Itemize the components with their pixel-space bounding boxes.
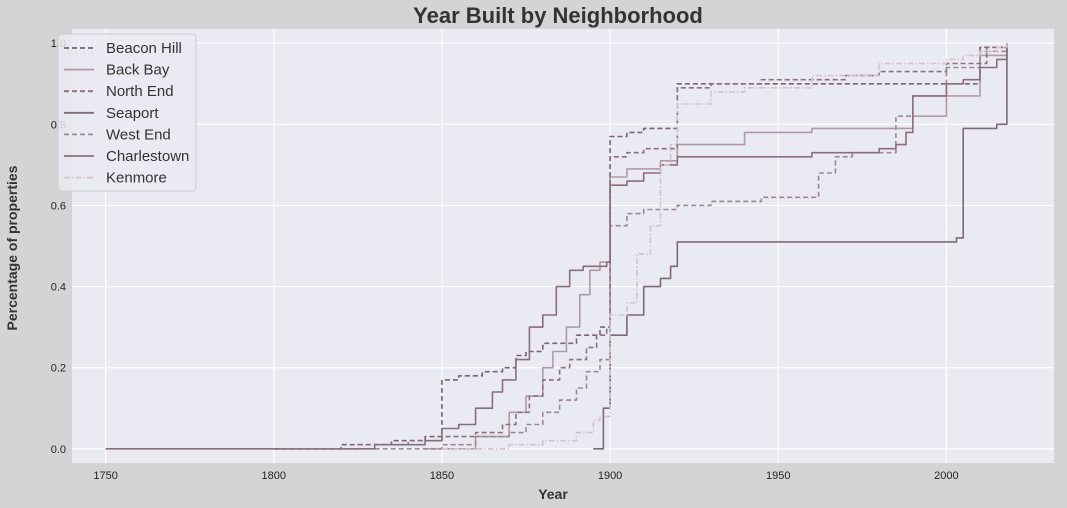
y-tick-label: 0.0 (51, 444, 66, 456)
x-axis-label: Year (538, 486, 568, 502)
y-axis-label: Percentage of properties (4, 165, 20, 330)
series-line-charlestown (105, 43, 1008, 450)
x-tick-label: 1750 (93, 470, 117, 482)
legend-label-kenmore: Kenmore (106, 170, 167, 187)
series-line-west-end (374, 43, 1008, 450)
legend-label-back-bay: Back Bay (106, 62, 170, 79)
x-tick-label: 2000 (934, 470, 958, 482)
series-lines (105, 43, 1008, 450)
series-line-north-end (273, 43, 1008, 450)
chart-title: Year Built by Neighborhood (413, 3, 703, 28)
x-tick-label: 1850 (430, 470, 454, 482)
y-tick-label: 0.4 (51, 282, 66, 294)
legend: Beacon Hill Back Bay North End Seaport West … (57, 33, 197, 192)
y-tick-label: 0.2 (51, 363, 66, 375)
x-axis-ticks: 1750 1800 1850 1900 1950 2000 (93, 470, 958, 482)
x-tick-label: 1900 (598, 470, 622, 482)
legend-label-seaport: Seaport (106, 105, 159, 122)
x-tick-label: 1950 (766, 470, 790, 482)
legend-label-beacon-hill: Beacon Hill (106, 40, 182, 57)
plot-area (72, 29, 1054, 463)
y-tick-label: 0.6 (51, 200, 66, 212)
x-tick-label: 1800 (262, 470, 286, 482)
legend-label-north-end: North End (106, 83, 174, 100)
legend-frame (57, 33, 197, 192)
grid-lines (72, 29, 1054, 463)
legend-label-west-end: West End (106, 126, 171, 143)
series-line-seaport (593, 43, 1008, 450)
legend-label-charlestown: Charlestown (106, 148, 189, 165)
series-line-kenmore (441, 43, 1008, 450)
